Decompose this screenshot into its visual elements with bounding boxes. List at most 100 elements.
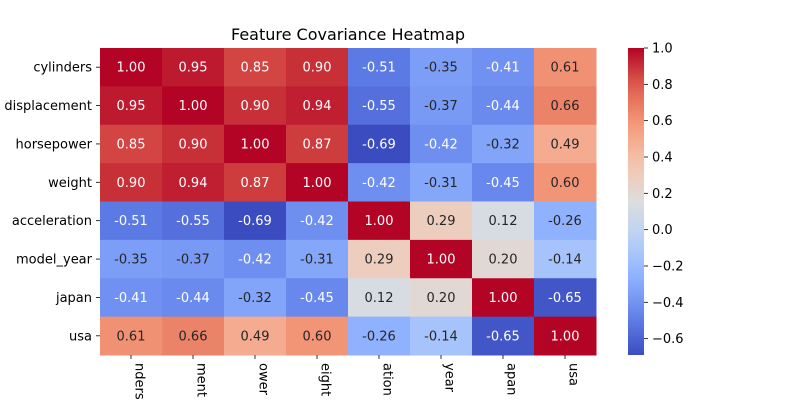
heatmap-cell <box>162 278 225 318</box>
heatmap-cell <box>286 278 349 318</box>
heatmap-cells: 1.00 0.95 0.85 0.90 -0.51 -0.35 -0.41 0.61 0.95 1… <box>100 48 597 356</box>
cell-value-label: 0.60 <box>551 176 580 191</box>
heatmap-cell <box>410 316 473 356</box>
heatmap-cell <box>534 278 597 318</box>
cell-value-label: 1.00 <box>117 61 146 76</box>
x-tick-label: eight <box>318 363 333 396</box>
colorbar-tick-label: −0.2 <box>652 259 684 274</box>
heatmap-cell <box>410 48 473 87</box>
cell-value-label: -0.26 <box>548 214 582 229</box>
cell-value-label: -0.41 <box>114 291 148 306</box>
colorbar-ticks: 1.0 0.8 0.6 0.4 0.2 0.0 −0.2 −0.4 −0.6 <box>644 42 684 347</box>
x-tick-label: apan <box>504 363 519 395</box>
heatmap-cell <box>162 124 225 164</box>
colorbar-tick-label: 0.4 <box>652 150 673 165</box>
x-tick-label: ment <box>194 363 209 397</box>
heatmap-cell <box>534 316 597 356</box>
heatmap-cell <box>100 86 163 126</box>
cell-value-label: 1.00 <box>427 253 456 268</box>
heatmap-cell <box>100 201 163 241</box>
heatmap-cell <box>162 239 225 279</box>
cell-value-label: 0.49 <box>551 137 580 152</box>
heatmap-cell <box>472 86 535 126</box>
cell-value-label: -0.45 <box>486 176 520 191</box>
heatmap-cell <box>162 201 225 241</box>
cell-value-label: -0.42 <box>362 176 396 191</box>
heatmap-cell <box>410 163 473 202</box>
heatmap-cell <box>224 239 287 279</box>
heatmap-cell <box>224 86 287 126</box>
heatmap-cell <box>100 316 163 356</box>
heatmap-cell <box>348 124 411 164</box>
colorbar-tick-label: 0.8 <box>652 78 673 93</box>
cell-value-label: -0.14 <box>424 329 458 344</box>
x-tick-label: year <box>442 363 457 393</box>
heatmap-cell <box>100 48 163 87</box>
heatmap-cell <box>286 124 349 164</box>
heatmap-cell <box>534 163 597 202</box>
cell-value-label: 0.12 <box>489 214 518 229</box>
heatmap-cell <box>534 48 597 87</box>
cell-value-label: 0.29 <box>365 253 394 268</box>
cell-value-label: 1.00 <box>303 176 332 191</box>
heatmap-cell <box>348 239 411 279</box>
heatmap-cell <box>410 239 473 279</box>
cell-value-label: -0.14 <box>548 253 582 268</box>
heatmap-cell <box>100 163 163 202</box>
heatmap-cell <box>410 201 473 241</box>
heatmap-cell <box>410 278 473 318</box>
cell-value-label: 0.90 <box>303 61 332 76</box>
heatmap-cell <box>100 278 163 318</box>
cell-value-label: -0.51 <box>362 61 396 76</box>
x-tick-label: nders <box>132 363 147 400</box>
cell-value-label: 1.00 <box>179 99 208 114</box>
cell-value-label: 0.94 <box>179 176 208 191</box>
cell-value-label: 1.00 <box>241 137 270 152</box>
cell-value-label: 0.85 <box>117 137 146 152</box>
y-tick-label: horsepower <box>16 137 93 152</box>
heatmap-cell <box>224 163 287 202</box>
colorbar-tick-label: 1.0 <box>652 42 673 57</box>
cell-value-label: -0.26 <box>362 329 396 344</box>
cell-value-label: -0.37 <box>176 253 210 268</box>
colorbar-tick-label: −0.4 <box>652 296 684 311</box>
heatmap-cell <box>162 48 225 87</box>
heatmap-cell <box>472 48 535 87</box>
heatmap-cell <box>348 316 411 356</box>
cell-value-label: -0.55 <box>362 99 396 114</box>
heatmap-cell <box>224 48 287 87</box>
colorbar-tick-label: 0.6 <box>652 114 673 129</box>
cell-value-label: 0.90 <box>117 176 146 191</box>
heatmap-cell <box>286 239 349 279</box>
cell-value-label: 0.90 <box>241 99 270 114</box>
cell-value-label: -0.69 <box>238 214 272 229</box>
cell-value-label: 1.00 <box>489 291 518 306</box>
cell-value-label: 0.29 <box>427 214 456 229</box>
cell-value-label: 0.66 <box>179 329 208 344</box>
cell-value-label: 0.20 <box>489 253 518 268</box>
colorbar-tick-label: 0.0 <box>652 223 673 238</box>
heatmap-cell <box>224 316 287 356</box>
heatmap-cell <box>100 239 163 279</box>
heatmap-cell <box>472 278 535 318</box>
heatmap-cell <box>534 124 597 164</box>
heatmap-cell <box>162 163 225 202</box>
cell-value-label: 0.66 <box>551 99 580 114</box>
y-tick-label: japan <box>55 291 92 306</box>
heatmap-cell <box>348 163 411 202</box>
colorbar-tick-label: −0.6 <box>652 332 684 347</box>
cell-value-label: 0.61 <box>117 329 146 344</box>
y-tick-label: usa <box>69 329 92 344</box>
chart-title: Feature Covariance Heatmap <box>231 25 465 44</box>
heatmap-cell <box>100 124 163 164</box>
heatmap-cell <box>286 48 349 87</box>
heatmap-cell <box>472 124 535 164</box>
cell-value-label: -0.42 <box>238 253 272 268</box>
heatmap-cell <box>286 316 349 356</box>
cell-value-label: 0.87 <box>241 176 270 191</box>
cell-value-label: 0.60 <box>303 329 332 344</box>
cell-value-label: 0.94 <box>303 99 332 114</box>
y-tick-label: cylinders <box>33 61 92 76</box>
cell-value-label: -0.32 <box>238 291 272 306</box>
